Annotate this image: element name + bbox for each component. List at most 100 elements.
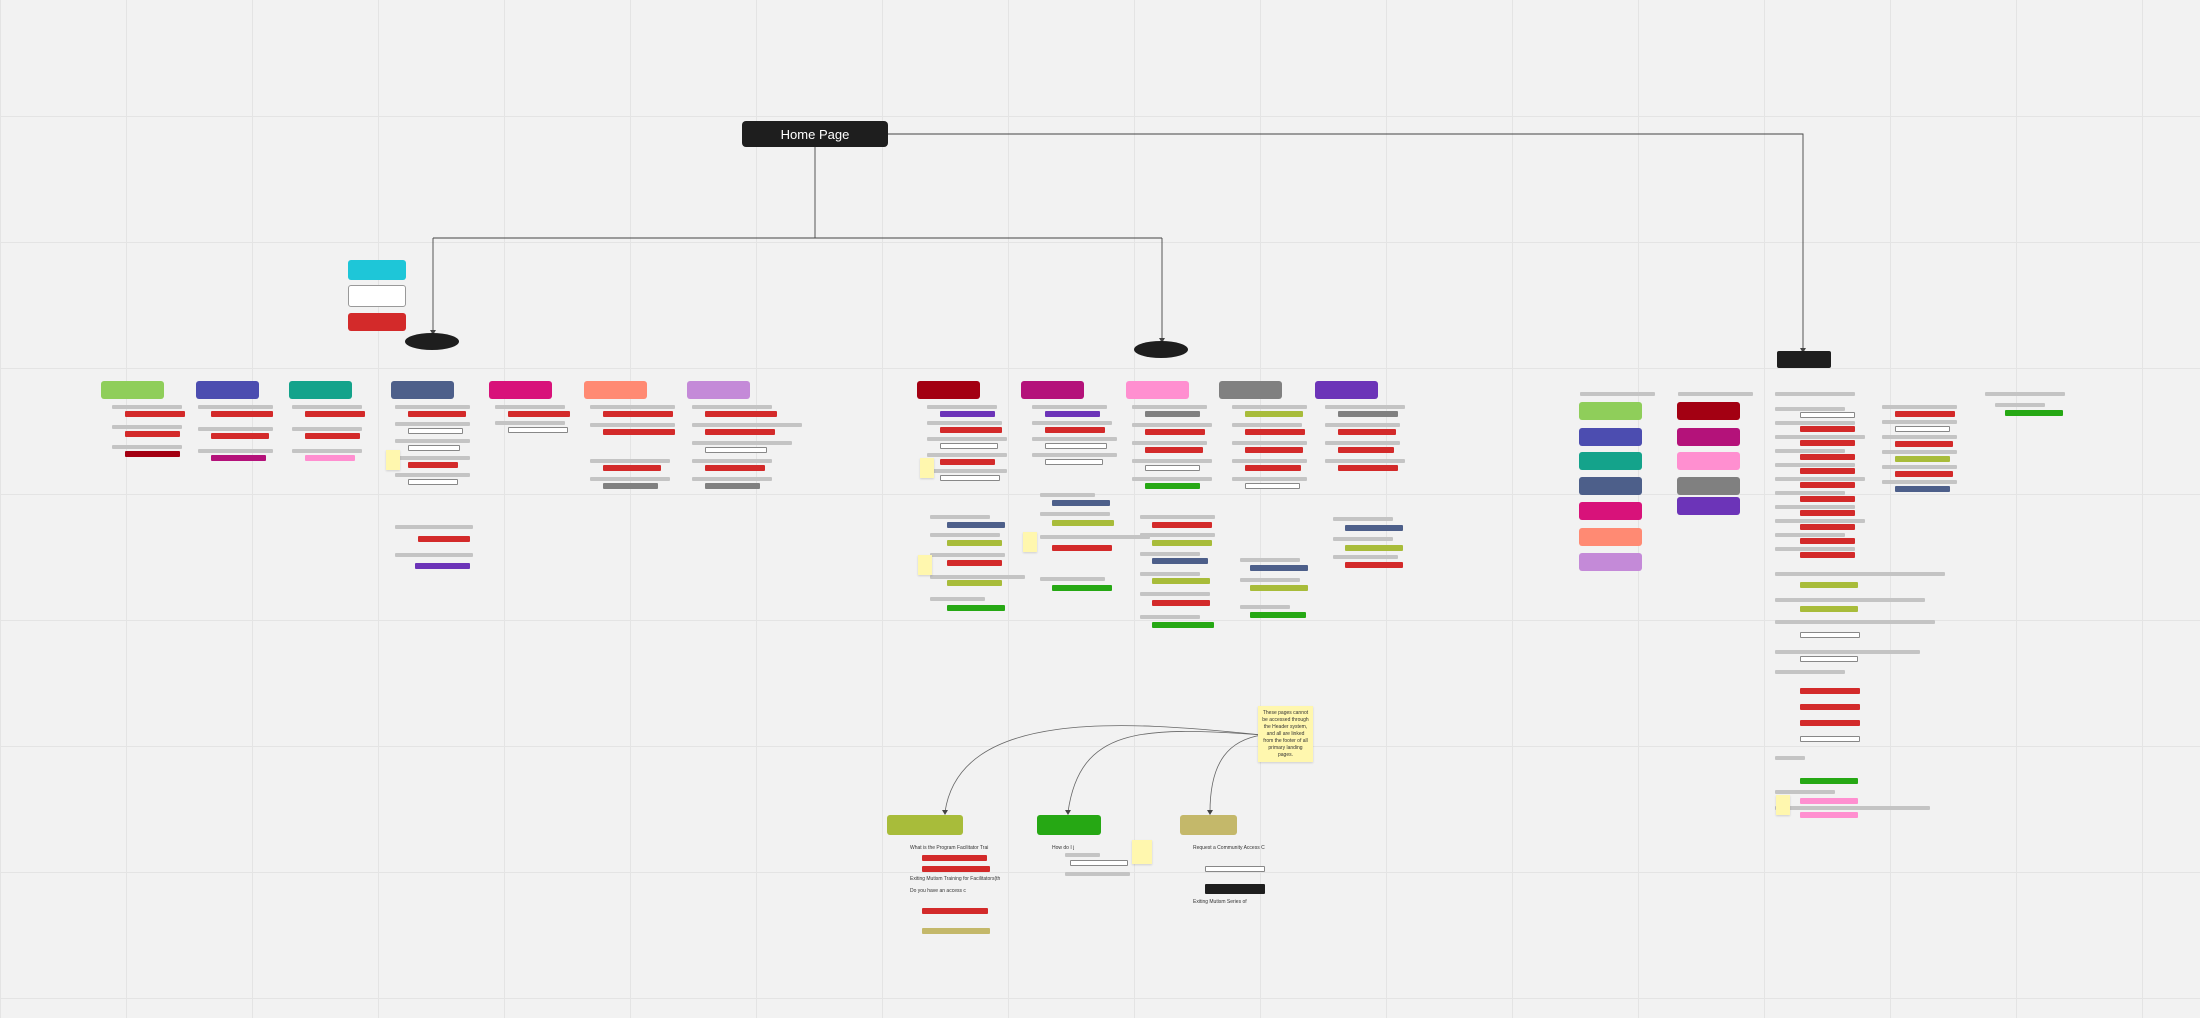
- child-page-item[interactable]: [1152, 522, 1212, 528]
- child-page-item[interactable]: [1145, 411, 1200, 417]
- left-section-node-1[interactable]: [101, 381, 164, 399]
- center-section-node-4[interactable]: [1219, 381, 1282, 399]
- child-page-item[interactable]: [408, 462, 458, 468]
- child-page-item[interactable]: [1345, 525, 1403, 531]
- child-page-item[interactable]: [1800, 606, 1858, 612]
- child-page-item[interactable]: [1338, 447, 1394, 453]
- child-page-item[interactable]: [1145, 465, 1200, 471]
- child-page-item[interactable]: [603, 429, 675, 435]
- child-page-item[interactable]: [1145, 447, 1203, 453]
- child-page-item[interactable]: [1895, 471, 1953, 477]
- child-page-item[interactable]: [1045, 459, 1103, 465]
- child-page-item[interactable]: [1895, 441, 1953, 447]
- left-section-node-7[interactable]: [687, 381, 750, 399]
- child-page-item[interactable]: [1800, 454, 1855, 460]
- child-page-item[interactable]: [705, 447, 767, 453]
- child-page-item[interactable]: [408, 445, 460, 451]
- child-page-item[interactable]: [1152, 622, 1214, 628]
- child-page-item[interactable]: [305, 411, 365, 417]
- child-page-item[interactable]: [603, 483, 658, 489]
- center-section-node-5[interactable]: [1315, 381, 1378, 399]
- footer-pages-sticky-note[interactable]: These pages cannot be accessed through t…: [1258, 706, 1313, 762]
- key-node-10[interactable]: [1677, 452, 1740, 470]
- child-page-item[interactable]: [1152, 578, 1210, 584]
- child-page-item[interactable]: [603, 465, 661, 471]
- center-section-node-2[interactable]: [1021, 381, 1084, 399]
- child-page-item[interactable]: [1052, 585, 1112, 591]
- child-page-item[interactable]: [1800, 582, 1858, 588]
- child-page-item[interactable]: [211, 433, 269, 439]
- child-page-item[interactable]: [305, 455, 355, 461]
- child-page-item[interactable]: [1052, 500, 1110, 506]
- child-page-item[interactable]: [1800, 688, 1860, 694]
- child-page-item[interactable]: [1250, 565, 1308, 571]
- bottom-section-node-2[interactable]: [1037, 815, 1101, 835]
- left-section-node-2[interactable]: [196, 381, 259, 399]
- child-page-item[interactable]: [1202, 876, 1242, 882]
- left-section-node-3[interactable]: [289, 381, 352, 399]
- child-page-item[interactable]: [1800, 510, 1855, 516]
- bottom-section-node-1[interactable]: [887, 815, 963, 835]
- child-page-item[interactable]: [1045, 411, 1100, 417]
- child-page-item[interactable]: [1045, 443, 1107, 449]
- child-page-item[interactable]: [211, 411, 273, 417]
- child-page-item[interactable]: [1800, 468, 1855, 474]
- child-page-item[interactable]: [1338, 429, 1396, 435]
- child-page-item[interactable]: [125, 451, 180, 457]
- child-page-item[interactable]: [1052, 520, 1114, 526]
- child-page-item[interactable]: [1338, 465, 1398, 471]
- key-node-8[interactable]: [1677, 402, 1740, 420]
- child-page-item[interactable]: [1800, 412, 1855, 418]
- key-node-11[interactable]: [1677, 477, 1740, 495]
- child-page-item[interactable]: [2005, 410, 2063, 416]
- child-page-item[interactable]: [1895, 456, 1950, 462]
- child-page-item[interactable]: [947, 540, 1002, 546]
- child-page-item[interactable]: [1205, 866, 1265, 872]
- child-page-item[interactable]: [1052, 545, 1112, 551]
- small-sticky-note[interactable]: [1023, 532, 1037, 552]
- child-page-item[interactable]: [1245, 429, 1305, 435]
- child-page-item[interactable]: [1895, 411, 1955, 417]
- child-page-item[interactable]: [940, 411, 995, 417]
- child-page-item[interactable]: [1800, 656, 1858, 662]
- child-page-item[interactable]: [940, 459, 995, 465]
- child-page-item[interactable]: [408, 428, 463, 434]
- key-node-5[interactable]: [1579, 502, 1642, 520]
- child-page-item[interactable]: [508, 411, 570, 417]
- child-page-item[interactable]: [1800, 426, 1855, 432]
- child-page-item[interactable]: [947, 522, 1005, 528]
- key-node-4[interactable]: [1579, 477, 1642, 495]
- key-node-6[interactable]: [1579, 528, 1642, 546]
- child-page-item[interactable]: [705, 465, 765, 471]
- child-page-item[interactable]: [922, 908, 988, 914]
- child-page-item[interactable]: [1245, 411, 1303, 417]
- child-page-item[interactable]: [1245, 465, 1301, 471]
- child-page-item[interactable]: [1145, 483, 1200, 489]
- child-page-item[interactable]: [1800, 538, 1855, 544]
- child-page-item[interactable]: [1800, 482, 1855, 488]
- left-section-node-4[interactable]: [391, 381, 454, 399]
- center-section-node-3[interactable]: [1126, 381, 1189, 399]
- child-page-item[interactable]: [1250, 585, 1308, 591]
- key-node-3[interactable]: [1579, 452, 1642, 470]
- small-sticky-note[interactable]: [918, 555, 932, 575]
- child-page-item[interactable]: [1345, 545, 1403, 551]
- center-section-node-1[interactable]: [917, 381, 980, 399]
- small-sticky-note[interactable]: [920, 458, 934, 478]
- child-page-item[interactable]: [705, 411, 777, 417]
- child-page-item[interactable]: [1895, 486, 1950, 492]
- child-page-item[interactable]: [1152, 540, 1212, 546]
- child-page-item[interactable]: [1800, 778, 1858, 784]
- child-page-item[interactable]: [1800, 632, 1860, 638]
- key-node-7[interactable]: [1579, 553, 1642, 571]
- home-page-node[interactable]: Home Page: [742, 121, 888, 147]
- child-page-item[interactable]: [1800, 720, 1860, 726]
- child-page-item[interactable]: [922, 866, 990, 872]
- key-node-9[interactable]: [1677, 428, 1740, 446]
- child-page-item[interactable]: [1800, 812, 1858, 818]
- child-page-item[interactable]: [1338, 411, 1398, 417]
- child-page-item[interactable]: [1800, 524, 1855, 530]
- child-page-item[interactable]: [1800, 552, 1855, 558]
- small-sticky-note[interactable]: [386, 450, 400, 470]
